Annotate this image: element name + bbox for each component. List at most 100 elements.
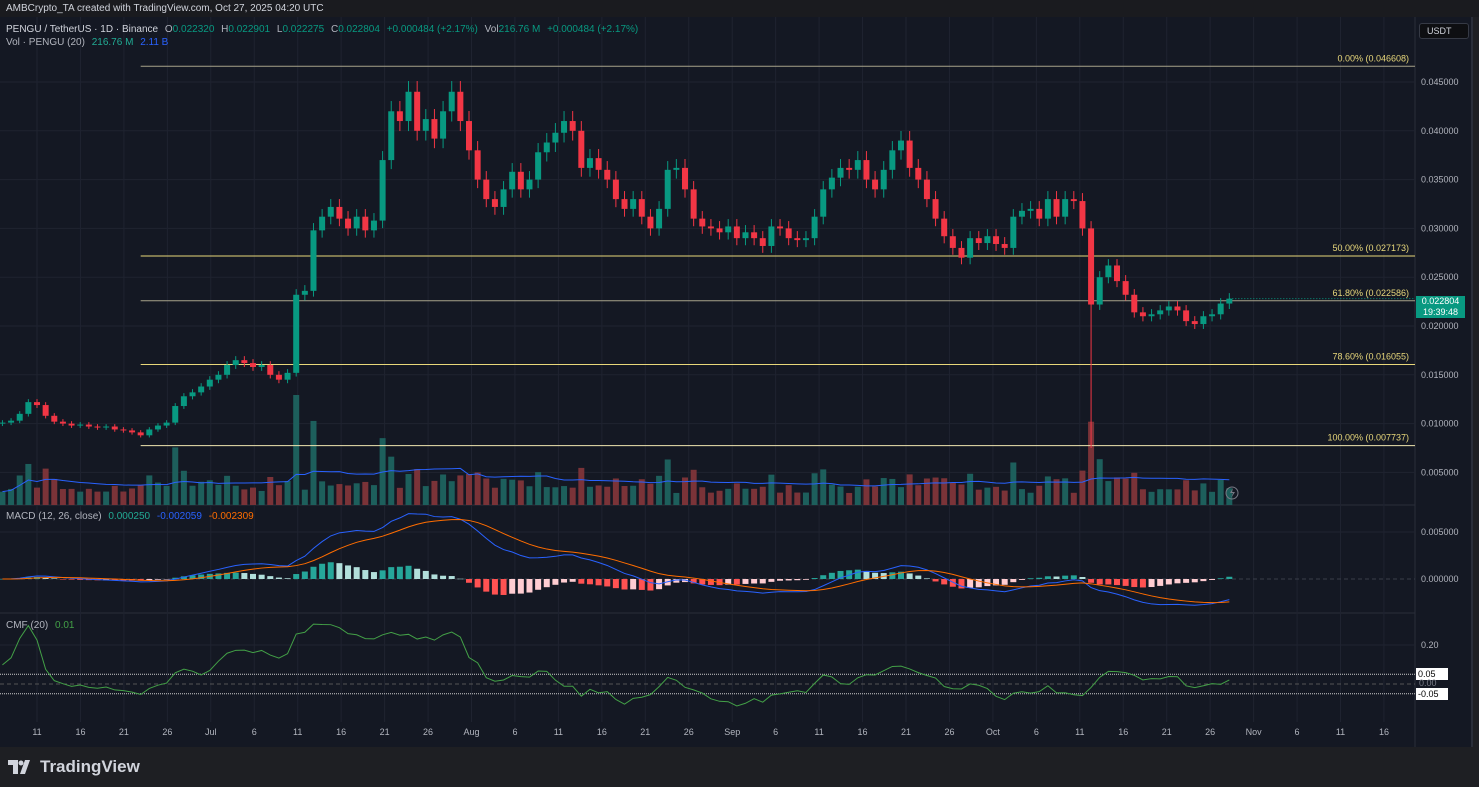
volume-bar (716, 490, 723, 505)
volume-bar (293, 395, 300, 505)
volume-ma-value: 2.11 B (140, 37, 169, 48)
macd-histogram-bar (483, 579, 490, 592)
candle-body (120, 429, 127, 431)
candle-body (854, 160, 861, 170)
volume-bar (327, 485, 334, 505)
volume-bar (725, 488, 732, 505)
macd-histogram-bar (828, 572, 835, 579)
volume-bar (405, 474, 412, 505)
candle-body (59, 421, 66, 424)
volume-bar (362, 481, 369, 505)
y-tick-label: 0.005000 (1421, 467, 1459, 477)
volume-bar (180, 470, 187, 505)
chart-canvas[interactable]: 0.045000 0.040000 0.035000 0.030000 0.025000… (0, 17, 1473, 747)
currency-button[interactable]: USDT (1419, 23, 1469, 39)
macd-histogram-bar (1209, 579, 1216, 580)
macd-histogram-bar (1053, 576, 1060, 579)
candle-body (1044, 199, 1051, 219)
volume-indicator-label[interactable]: Vol · PENGU (20) (6, 37, 85, 48)
logo-text: TradingView (40, 757, 140, 776)
candle-body (578, 130, 585, 168)
candle-body (595, 158, 602, 170)
macd-histogram-bar (258, 574, 265, 579)
x-tick-label: 16 (75, 727, 85, 737)
volume-bar (802, 492, 809, 505)
volume-bar (630, 485, 637, 505)
candle-body (846, 167, 853, 170)
fib-level-label: 78.60% (0.016055) (1332, 352, 1409, 362)
macd-tick-label: 0.005000 (1421, 527, 1459, 537)
x-tick-label: 6 (1295, 727, 1300, 737)
candle-body (388, 111, 395, 161)
candle-body (517, 171, 524, 190)
candle-body (742, 232, 749, 239)
candle-body (1165, 306, 1172, 311)
volume-bar (1036, 485, 1043, 505)
macd-histogram-bar (768, 579, 775, 582)
candle-body (379, 160, 386, 221)
macd-histogram-bar (1157, 579, 1164, 586)
chart-area[interactable]: 0.045000 0.040000 0.035000 0.030000 0.025000… (0, 17, 1473, 747)
volume-bar (751, 488, 758, 505)
volume-bar (561, 486, 568, 505)
volume-bar (673, 492, 680, 505)
volume-bar (241, 489, 248, 505)
macd-histogram-bar (466, 579, 472, 583)
volume-bar (310, 420, 317, 505)
candle-body (353, 216, 360, 229)
volume-bar (854, 486, 861, 505)
volume-bar (656, 475, 663, 505)
candle-body (284, 372, 291, 380)
symbol-label[interactable]: PENGU / TetherUS · 1D · Binance (6, 24, 159, 35)
volume-bar (552, 487, 559, 505)
macd-histogram-bar (1174, 579, 1181, 584)
macd-histogram-bar (474, 579, 481, 588)
volume-bar (250, 487, 256, 505)
volume-bar (1131, 472, 1138, 505)
candle-body (1079, 201, 1086, 229)
x-tick-label: 21 (640, 727, 650, 737)
volume-ma-line (2, 467, 1230, 493)
candle-body (34, 402, 40, 406)
macd-histogram-bar (491, 579, 498, 595)
macd-histogram-bar (275, 577, 282, 579)
candle-body (1053, 199, 1060, 217)
x-tick-label: Nov (1246, 727, 1263, 737)
macd-histogram-bar (1183, 579, 1190, 583)
volume-bar (215, 484, 222, 505)
macd-histogram-bar (163, 579, 170, 580)
macd-histogram-bar (154, 579, 161, 580)
tradingview-logo[interactable]: TradingView (8, 757, 140, 777)
macd-signal-line (2, 518, 1230, 604)
candle-body (180, 396, 187, 407)
volume-bar (647, 483, 654, 505)
candle-body (1157, 310, 1164, 315)
volume-bar (206, 480, 213, 505)
x-tick-label: 11 (554, 727, 563, 737)
macd-histogram-bar (1062, 575, 1069, 579)
macd-histogram-bar (517, 579, 524, 594)
candle-body (0, 422, 6, 424)
volume-bar (258, 490, 265, 505)
macd-histogram-bar (362, 570, 369, 579)
x-tick-label: 26 (162, 727, 172, 737)
macd-histogram-bar (725, 579, 732, 585)
volume-bar (958, 484, 965, 505)
macd-histogram-bar (777, 579, 784, 581)
volume-bar (941, 478, 948, 505)
lightning-icon-glyph (1230, 488, 1235, 498)
candle-body (872, 179, 879, 190)
volume-bar (1165, 489, 1172, 505)
macd-hist-value: 0.000250 (108, 511, 151, 522)
candle-body (630, 199, 637, 209)
cmf-label[interactable]: CMF (20) (6, 620, 49, 631)
volume-bar (898, 487, 904, 505)
macd-histogram-bar (379, 570, 386, 579)
macd-histogram-bar (59, 579, 66, 580)
volume-bar (500, 478, 507, 505)
volume-bar (284, 480, 291, 505)
volume-bar (777, 492, 784, 505)
volume-bar (1200, 483, 1207, 505)
macd-histogram-bar (967, 579, 974, 588)
macd-label[interactable]: MACD (12, 26, close) (6, 511, 102, 522)
